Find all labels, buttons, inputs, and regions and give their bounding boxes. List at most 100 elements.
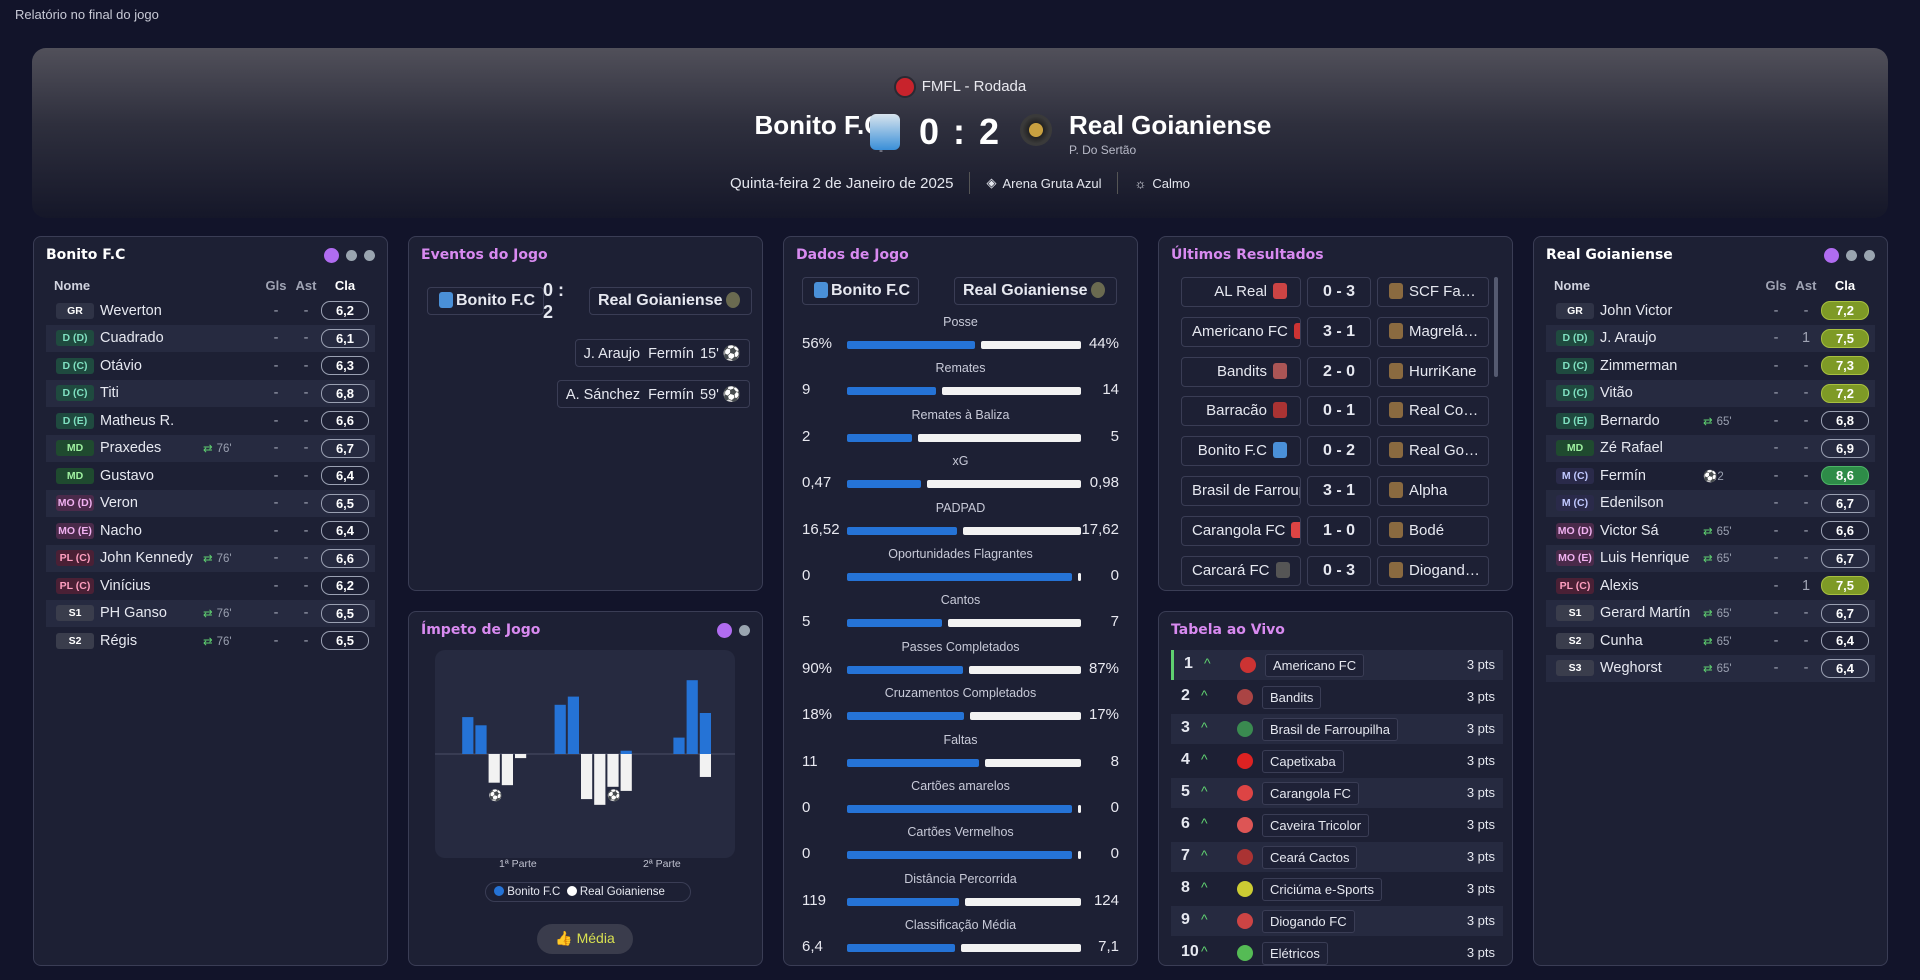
col-name[interactable]: Nome xyxy=(54,277,91,293)
result-row[interactable]: Americano FC 3 - 1 Magrelátidas xyxy=(1181,316,1489,347)
player-row[interactable]: MO (D) Veron - -6,5 xyxy=(46,489,375,517)
col-assists[interactable]: Ast xyxy=(1795,277,1817,293)
player-name[interactable]: John Victor xyxy=(1600,302,1673,319)
home-team-name[interactable]: Bonito F.C xyxy=(754,110,883,140)
player-name[interactable]: Vinícius xyxy=(100,577,151,594)
table-row[interactable]: 8 ^ Criciúma e-Sports 3 pts xyxy=(1171,874,1503,904)
result-home[interactable]: AL Real xyxy=(1181,277,1301,307)
toggle-dot-icon[interactable] xyxy=(346,250,357,261)
events-home-team[interactable]: Bonito F.C xyxy=(427,287,545,315)
player-name[interactable]: PH Ganso xyxy=(100,605,167,622)
player-row[interactable]: PL (C) John Kennedy ⇄ 76' - -6,6 xyxy=(46,544,375,572)
table-team-name[interactable]: Carangola FC xyxy=(1262,782,1359,805)
col-rating[interactable]: Cla xyxy=(1834,277,1856,293)
player-row[interactable]: S2 Cunha ⇄ 65' - -6,4 xyxy=(1546,627,1875,655)
player-row[interactable]: PL (C) Alexis - 1 7,5 xyxy=(1546,572,1875,600)
player-name[interactable]: Cuadrado xyxy=(100,330,164,347)
table-row[interactable]: 5 ^ Carangola FC 3 pts xyxy=(1171,778,1503,808)
player-name[interactable]: Nacho xyxy=(100,522,142,539)
player-row[interactable]: D (D) J. Araujo - 1 7,5 xyxy=(1546,324,1875,352)
toggle-dot-icon[interactable] xyxy=(1864,250,1875,261)
result-away[interactable]: Bodé xyxy=(1377,515,1489,546)
player-row[interactable]: MD Zé Rafael - -6,9 xyxy=(1546,434,1875,462)
player-row[interactable]: D (E) Matheus R. - -6,6 xyxy=(46,407,375,435)
result-row[interactable]: Barracão 0 - 1 Real Corinthians xyxy=(1181,396,1489,427)
result-home[interactable]: Bonito F.C xyxy=(1181,436,1301,467)
result-row[interactable]: Brasil de Farroupilha 3 - 1 Alpha xyxy=(1181,476,1489,506)
away-team-name[interactable]: Real Goianiense xyxy=(1069,110,1272,140)
table-row[interactable]: 1 ^ Americano FC 3 pts xyxy=(1171,650,1503,680)
player-name[interactable]: Vitão xyxy=(1600,385,1633,402)
table-row[interactable]: 4 ^ Capetixaba 3 pts xyxy=(1171,746,1503,776)
result-row[interactable]: Bandits 2 - 0 HurriKane xyxy=(1181,356,1489,387)
player-name[interactable]: J. Araujo xyxy=(1600,330,1657,347)
player-name[interactable]: Matheus R. xyxy=(100,412,175,429)
player-row[interactable]: D (C) Vitão - -7,2 xyxy=(1546,379,1875,407)
result-away[interactable]: Alpha xyxy=(1377,476,1489,506)
result-row[interactable]: Carangola FC 1 - 0 Bodé xyxy=(1181,515,1489,546)
player-name[interactable]: John Kennedy xyxy=(100,550,193,567)
player-row[interactable]: MO (E) Nacho - -6,4 xyxy=(46,517,375,545)
table-row[interactable]: 7 ^ Ceará Cactos 3 pts xyxy=(1171,842,1503,872)
player-row[interactable]: S1 Gerard Martín ⇄ 65' - -6,7 xyxy=(1546,599,1875,627)
player-name[interactable]: Veron xyxy=(100,495,138,512)
table-team-name[interactable]: Capetixaba xyxy=(1262,750,1344,773)
player-row[interactable]: D (E) Bernardo ⇄ 65' - -6,8 xyxy=(1546,407,1875,435)
player-row[interactable]: M (C) Fermín ⚽2- -8,6 xyxy=(1546,462,1875,490)
table-team-name[interactable]: Brasil de Farroupilha xyxy=(1262,718,1398,741)
table-team-name[interactable]: Elétricos xyxy=(1262,942,1328,965)
competition[interactable]: FMFL - Rodada xyxy=(32,76,1888,98)
player-name[interactable]: Praxedes xyxy=(100,440,162,457)
player-name[interactable]: Fermín xyxy=(1600,467,1646,484)
result-home[interactable]: Carangola FC xyxy=(1181,515,1301,546)
goal-event[interactable]: A. Sánchez Fermín 59' ⚽ xyxy=(556,380,750,408)
player-row[interactable]: D (C) Otávio - -6,3 xyxy=(46,352,375,380)
player-name[interactable]: Bernardo xyxy=(1600,412,1660,429)
player-name[interactable]: Victor Sá xyxy=(1600,522,1659,539)
toggle-dot-icon[interactable] xyxy=(1824,248,1839,263)
stats-home-team[interactable]: Bonito F.C xyxy=(802,277,920,305)
home-crest-icon[interactable] xyxy=(870,114,900,150)
result-away[interactable]: Real Goianiense xyxy=(1377,436,1489,467)
player-row[interactable]: MO (E) Luis Henrique ⇄ 65' - -6,7 xyxy=(1546,544,1875,572)
player-name[interactable]: Gustavo xyxy=(100,467,154,484)
result-home[interactable]: Americano FC xyxy=(1181,316,1301,347)
result-home[interactable]: Brasil de Farroupilha xyxy=(1181,476,1301,506)
result-away[interactable]: HurriKane xyxy=(1377,356,1489,387)
col-assists[interactable]: Ast xyxy=(295,277,317,293)
player-row[interactable]: D (C) Titi - -6,8 xyxy=(46,379,375,407)
player-row[interactable]: MD Gustavo - -6,4 xyxy=(46,462,375,490)
player-row[interactable]: D (C) Zimmerman - -7,3 xyxy=(1546,352,1875,380)
table-team-name[interactable]: Americano FC xyxy=(1265,654,1365,677)
player-name[interactable]: Edenilson xyxy=(1600,495,1664,512)
table-row[interactable]: 2 ^ Bandits 3 pts xyxy=(1171,682,1503,712)
table-row[interactable]: 10 ^ Elétricos 3 pts xyxy=(1171,938,1503,965)
player-row[interactable]: GR Weverton - -6,2 xyxy=(46,297,375,325)
away-crest-icon[interactable] xyxy=(1020,114,1052,146)
table-row[interactable]: 9 ^ Diogando FC 3 pts xyxy=(1171,906,1503,936)
player-name[interactable]: Otávio xyxy=(100,357,142,374)
toggle-dot-icon[interactable] xyxy=(364,250,375,261)
player-name[interactable]: Gerard Martín xyxy=(1600,605,1691,622)
toggle-dot-icon[interactable] xyxy=(1846,250,1857,261)
table-row[interactable]: 6 ^ Caveira Tricolor 3 pts xyxy=(1171,810,1503,840)
result-home[interactable]: Barracão xyxy=(1181,396,1301,427)
player-row[interactable]: S1 PH Ganso ⇄ 76' - -6,5 xyxy=(46,599,375,627)
goal-event[interactable]: J. Araujo Fermín 15' ⚽ xyxy=(574,339,750,367)
result-away[interactable]: Diogando FC xyxy=(1377,555,1489,586)
table-row[interactable]: 3 ^ Brasil de Farroupilha 3 pts xyxy=(1171,714,1503,744)
player-row[interactable]: S2 Régis ⇄ 76' - -6,5 xyxy=(46,627,375,655)
col-name[interactable]: Nome xyxy=(1554,277,1591,293)
toggle-dot-icon[interactable] xyxy=(739,625,750,636)
result-row[interactable]: Bonito F.C 0 - 2 Real Goianiense xyxy=(1181,436,1489,467)
player-row[interactable]: D (D) Cuadrado - -6,1 xyxy=(46,324,375,352)
result-home[interactable]: Carcará FC xyxy=(1181,555,1301,586)
player-row[interactable]: GR John Victor - -7,2 xyxy=(1546,297,1875,325)
result-away[interactable]: Magrelátidas xyxy=(1377,316,1489,347)
player-row[interactable]: M (C) Edenilson - -6,7 xyxy=(1546,489,1875,517)
toggle-dot-icon[interactable] xyxy=(717,623,732,638)
result-row[interactable]: AL Real 0 - 3 SCF Farenheit xyxy=(1181,277,1489,307)
player-name[interactable]: Régis xyxy=(100,632,138,649)
player-name[interactable]: Titi xyxy=(100,385,119,402)
table-team-name[interactable]: Caveira Tricolor xyxy=(1262,814,1370,837)
